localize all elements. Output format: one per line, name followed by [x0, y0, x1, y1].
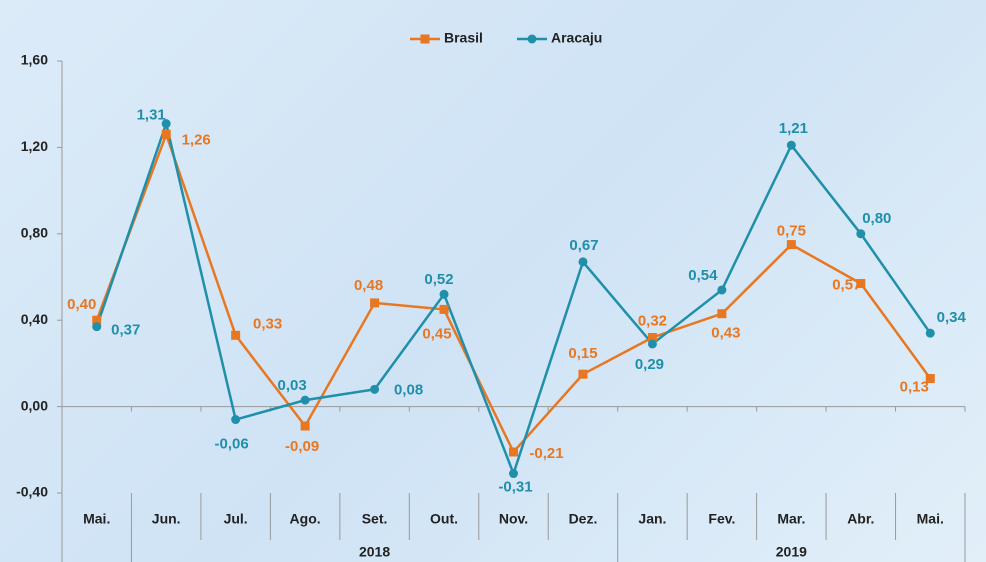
marker [370, 298, 380, 308]
x-tick-label: Set. [362, 511, 388, 527]
y-tick-label: 1,20 [21, 138, 48, 154]
data-label: -0,31 [498, 479, 532, 496]
marker [161, 129, 171, 139]
y-tick-label: 0,40 [21, 311, 48, 327]
series-line [95, 130, 932, 455]
data-label: 0,15 [568, 345, 597, 362]
x-tick-label: Abr. [847, 511, 874, 527]
data-label: 0,37 [111, 322, 140, 339]
data-label: 0,75 [777, 223, 806, 240]
x-tick-label: Mai. [83, 511, 110, 527]
data-label: 0,57 [832, 276, 861, 293]
marker [92, 322, 102, 332]
x-tick-label: Jan. [638, 511, 666, 527]
data-label: 0,29 [635, 356, 664, 373]
data-label: 1,21 [779, 120, 808, 137]
marker [578, 257, 588, 267]
data-label: 0,32 [638, 312, 667, 329]
data-label: 0,80 [862, 210, 891, 227]
data-label: 0,48 [354, 277, 383, 294]
data-label: 1,31 [137, 107, 166, 124]
data-label: 1,26 [182, 131, 211, 148]
marker [439, 304, 449, 314]
marker [509, 469, 518, 479]
data-label: 0,67 [569, 237, 598, 254]
data-label: -0,09 [285, 438, 319, 455]
x-tick-label: Fev. [708, 511, 735, 527]
marker [92, 315, 102, 325]
x-tick-label: Mai. [917, 511, 944, 527]
marker [527, 34, 537, 44]
marker [786, 140, 796, 150]
marker [717, 309, 727, 319]
x-tick-label: Out. [430, 511, 458, 527]
x-tick-label: Mar. [777, 511, 805, 527]
x-tick-label: Dez. [569, 511, 598, 527]
marker [717, 285, 727, 295]
data-label: 0,03 [278, 377, 307, 394]
marker [856, 229, 866, 239]
marker [439, 289, 449, 299]
marker [231, 330, 241, 340]
data-label: 0,34 [937, 309, 967, 326]
data-label: 0,33 [253, 315, 282, 332]
x-tick-label: Ago. [290, 511, 321, 527]
marker [647, 332, 657, 342]
marker [300, 421, 310, 431]
marker [647, 339, 657, 349]
marker [925, 328, 935, 338]
marker [856, 278, 866, 288]
x-tick-label: Jun. [152, 511, 181, 527]
marker [370, 384, 380, 394]
x-tick-label: Jul. [224, 511, 248, 527]
data-label: 0,43 [711, 325, 740, 342]
y-tick-label: -0,40 [16, 484, 48, 500]
y-tick-label: 1,60 [21, 52, 48, 68]
legend-label: Brasil [444, 30, 483, 46]
data-label: 0,40 [67, 296, 96, 313]
marker [925, 374, 935, 384]
data-label: 0,45 [422, 325, 451, 342]
marker [420, 34, 430, 44]
data-label: 0,13 [900, 378, 929, 395]
x-group-label: 2019 [776, 544, 807, 560]
marker [509, 447, 518, 457]
data-label: 0,54 [688, 267, 718, 284]
marker [578, 369, 588, 379]
legend-label: Aracaju [551, 30, 602, 46]
marker [786, 240, 796, 250]
data-label: 0,08 [394, 381, 423, 398]
data-label: 0,52 [424, 271, 453, 288]
marker [300, 395, 310, 405]
marker [231, 415, 241, 425]
x-tick-label: Nov. [499, 511, 528, 527]
data-label: -0,21 [529, 445, 563, 462]
y-tick-label: 0,80 [21, 225, 48, 241]
marker [161, 119, 171, 129]
x-group-label: 2018 [359, 544, 390, 560]
y-tick-label: 0,00 [21, 397, 48, 413]
data-label: -0,06 [215, 436, 249, 453]
